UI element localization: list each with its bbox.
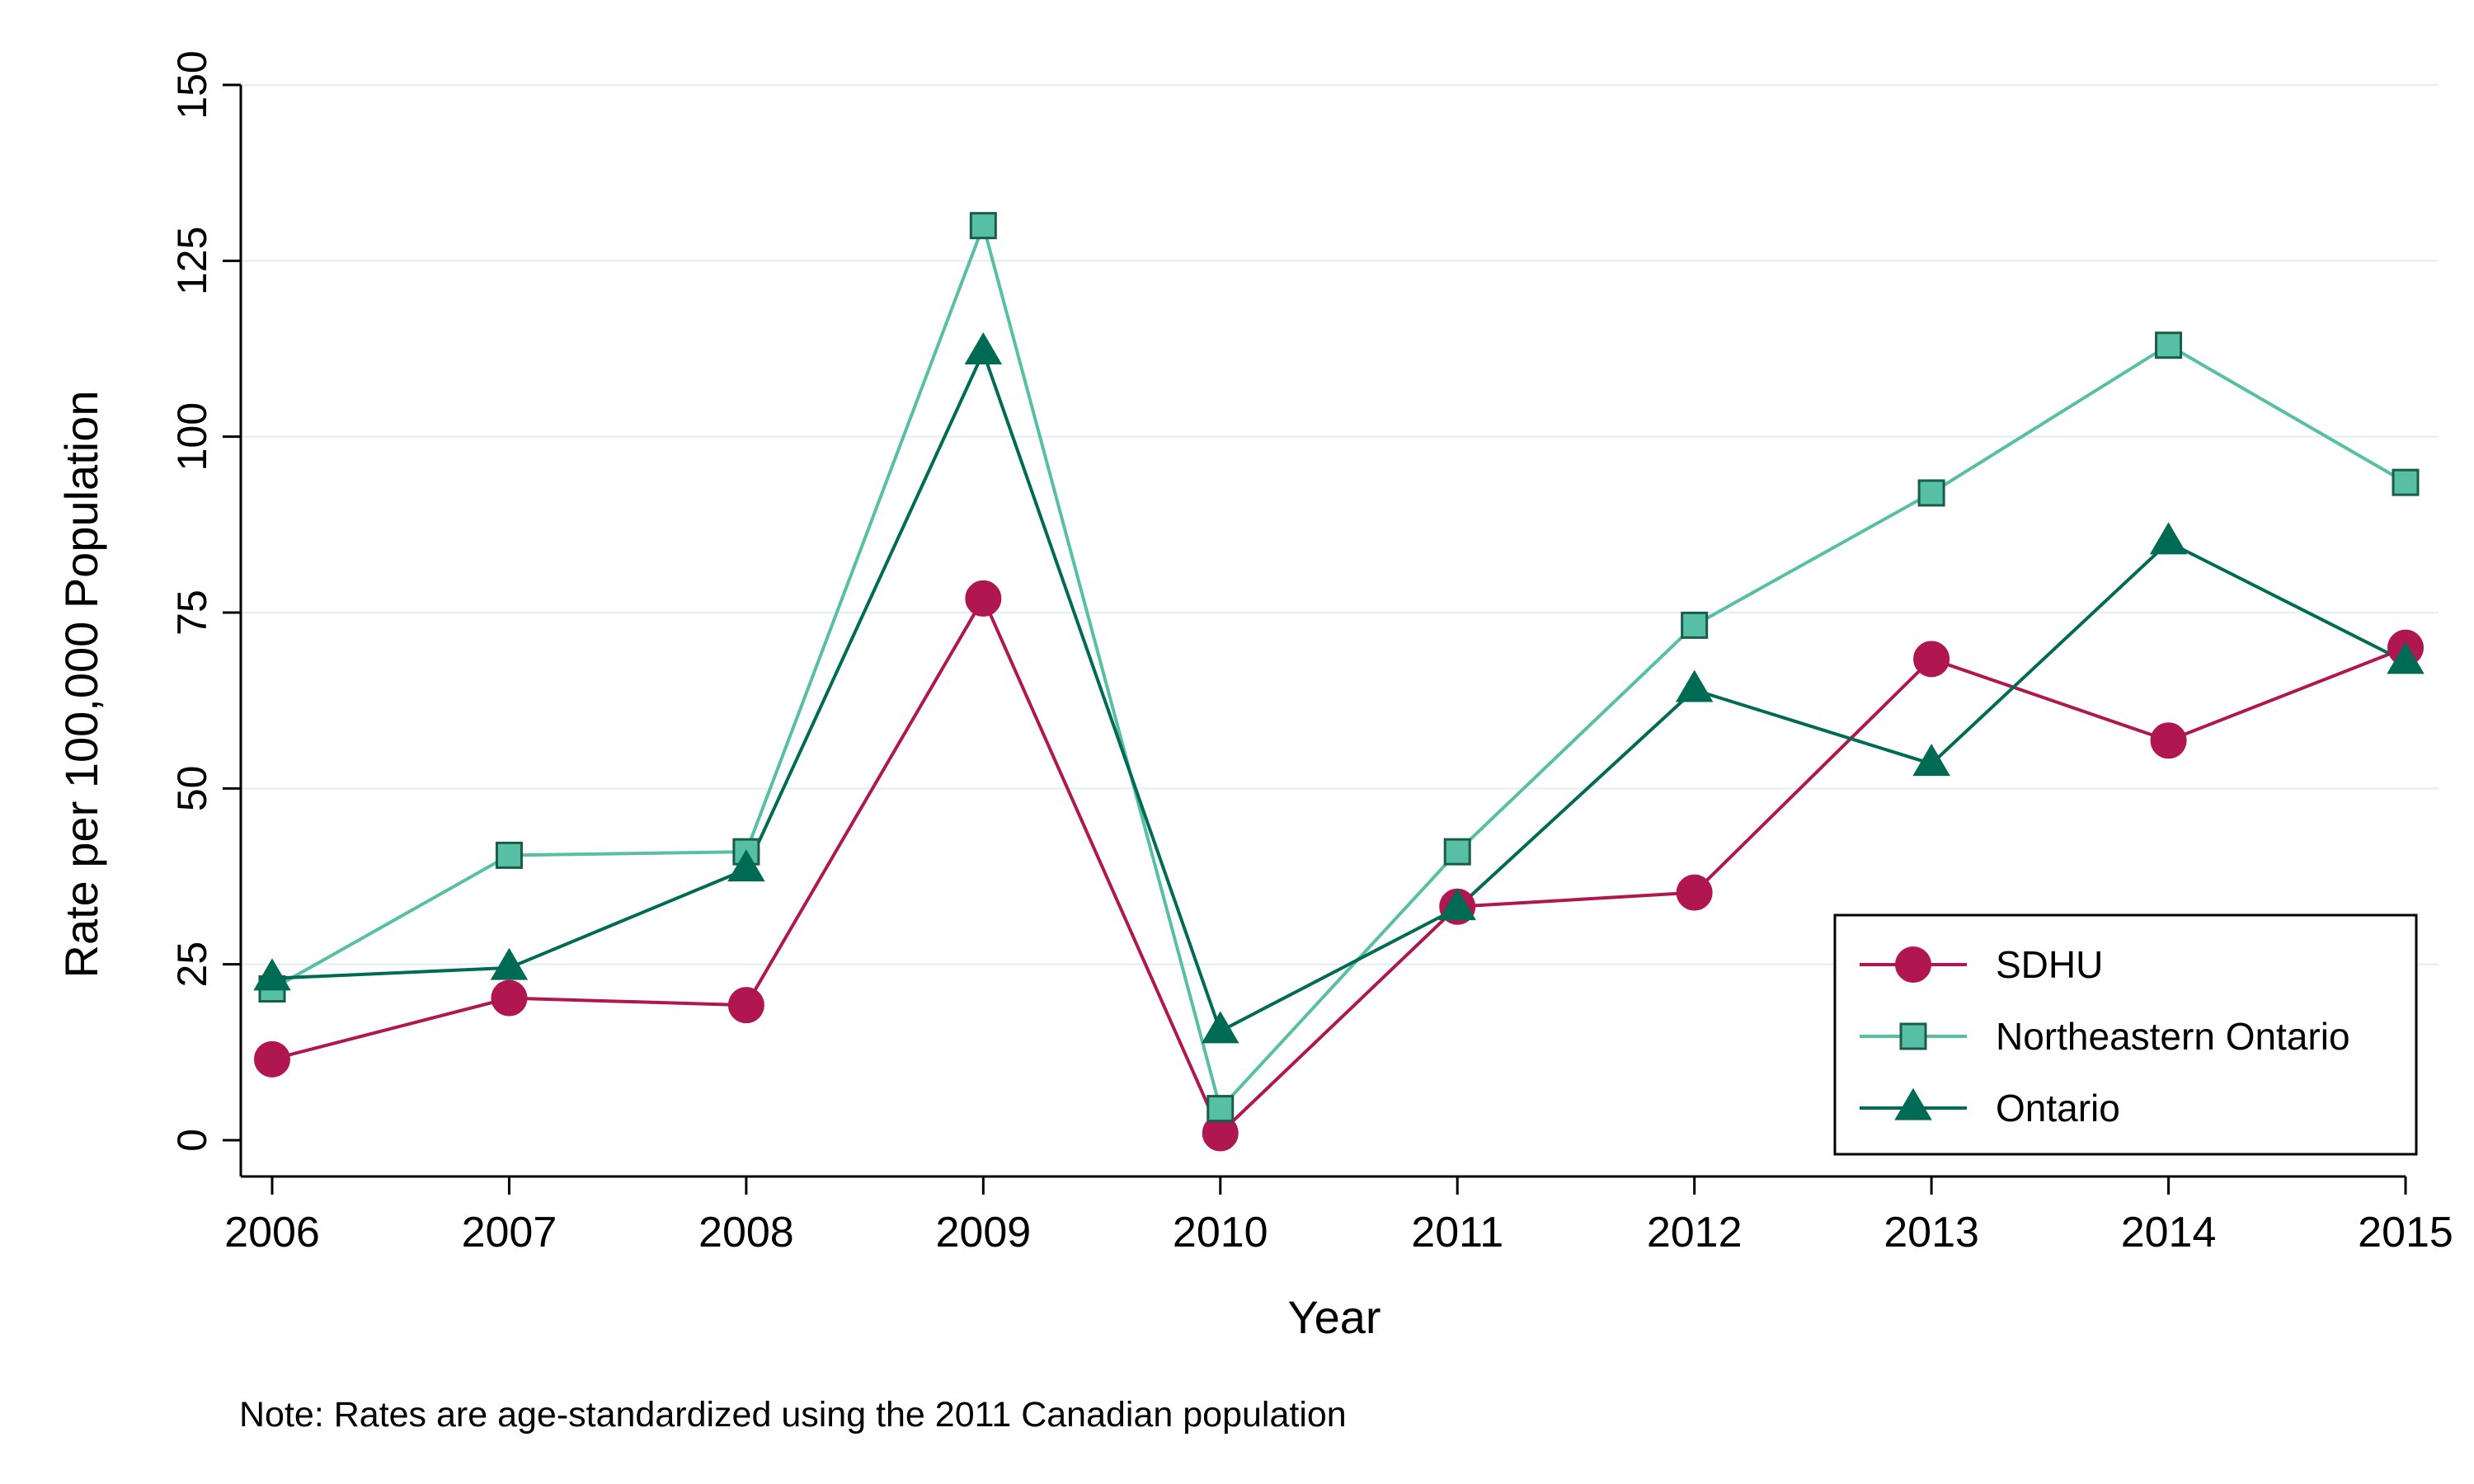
y-tick-label: 125 — [169, 227, 215, 295]
x-tick-label: 2006 — [224, 1209, 320, 1256]
x-tick-label: 2007 — [462, 1209, 557, 1256]
data-point-square — [1681, 611, 1709, 639]
grid-lines — [241, 84, 2439, 965]
data-point-square — [1443, 838, 1471, 866]
legend-label: Ontario — [1996, 1087, 2120, 1129]
x-tick-label: 2010 — [1173, 1209, 1268, 1256]
data-point-circle — [965, 580, 1002, 617]
axes: 0 25 50 75 100 125 150 2006 2007 2008 2009 2010 2011… — [169, 50, 2453, 1256]
series-line-2 — [271, 347, 2406, 1034]
legend-label: Northeastern Ontario — [1996, 1015, 2350, 1058]
x-tick-label: 2011 — [1411, 1209, 1503, 1256]
data-point-square — [1206, 1095, 1235, 1123]
y-tick-label: 100 — [169, 402, 215, 471]
data-point-circle — [491, 979, 528, 1017]
y-tick-label: 50 — [169, 766, 215, 812]
y-tick-label: 150 — [169, 50, 215, 119]
y-tick-label: 25 — [169, 942, 215, 988]
x-tick-label: 2012 — [1647, 1209, 1743, 1256]
data-point-triangle — [1202, 1011, 1239, 1044]
data-point-circle — [727, 987, 764, 1024]
data-point-triangle — [253, 958, 291, 991]
series-lines — [271, 220, 2407, 1136]
series-markers — [253, 212, 2425, 1152]
legend: SDHU Northeastern Ontario Ontario — [1833, 913, 2418, 1156]
x-tick-label: 2009 — [935, 1209, 1031, 1256]
data-point-square — [2155, 331, 2183, 359]
data-point-square — [969, 212, 997, 240]
series-line-0 — [271, 594, 2406, 1136]
data-point-square — [2392, 468, 2420, 496]
data-point-triangle — [964, 331, 1003, 364]
data-point-triangle — [1675, 669, 1714, 702]
data-point-triangle — [1912, 744, 1950, 777]
legend-swatch-marker — [1894, 1087, 1932, 1120]
data-point-triangle — [727, 849, 765, 882]
legend-swatch-marker — [1895, 946, 1931, 983]
y-tick-label: 0 — [169, 1129, 215, 1152]
data-point-circle — [2150, 722, 2187, 759]
y-tick-label: 75 — [169, 589, 215, 636]
x-axis-title: Year — [1287, 1291, 1380, 1343]
data-point-circle — [254, 1040, 290, 1078]
data-point-circle — [1913, 641, 1950, 678]
data-point-square — [1917, 479, 1945, 507]
legend-label: SDHU — [1996, 943, 2103, 986]
x-tick-label: 2013 — [1884, 1209, 1979, 1256]
series-line-1 — [271, 220, 2407, 1112]
data-point-triangle — [490, 947, 529, 980]
x-tick-label: 2015 — [2358, 1209, 2453, 1256]
data-point-circle — [1676, 874, 1713, 911]
data-point-triangle — [2387, 641, 2425, 674]
legend-swatch-marker — [1899, 1022, 1927, 1050]
y-axis-title: Rate per 100,000 Population — [55, 391, 107, 979]
data-point-triangle — [2149, 522, 2188, 555]
data-point-square — [495, 841, 523, 869]
chart-note: Note: Rates are age-standardized using t… — [239, 1395, 1347, 1435]
x-tick-label: 2014 — [2121, 1209, 2217, 1256]
x-tick-label: 2008 — [698, 1209, 794, 1256]
data-point-triangle — [1438, 888, 1476, 921]
